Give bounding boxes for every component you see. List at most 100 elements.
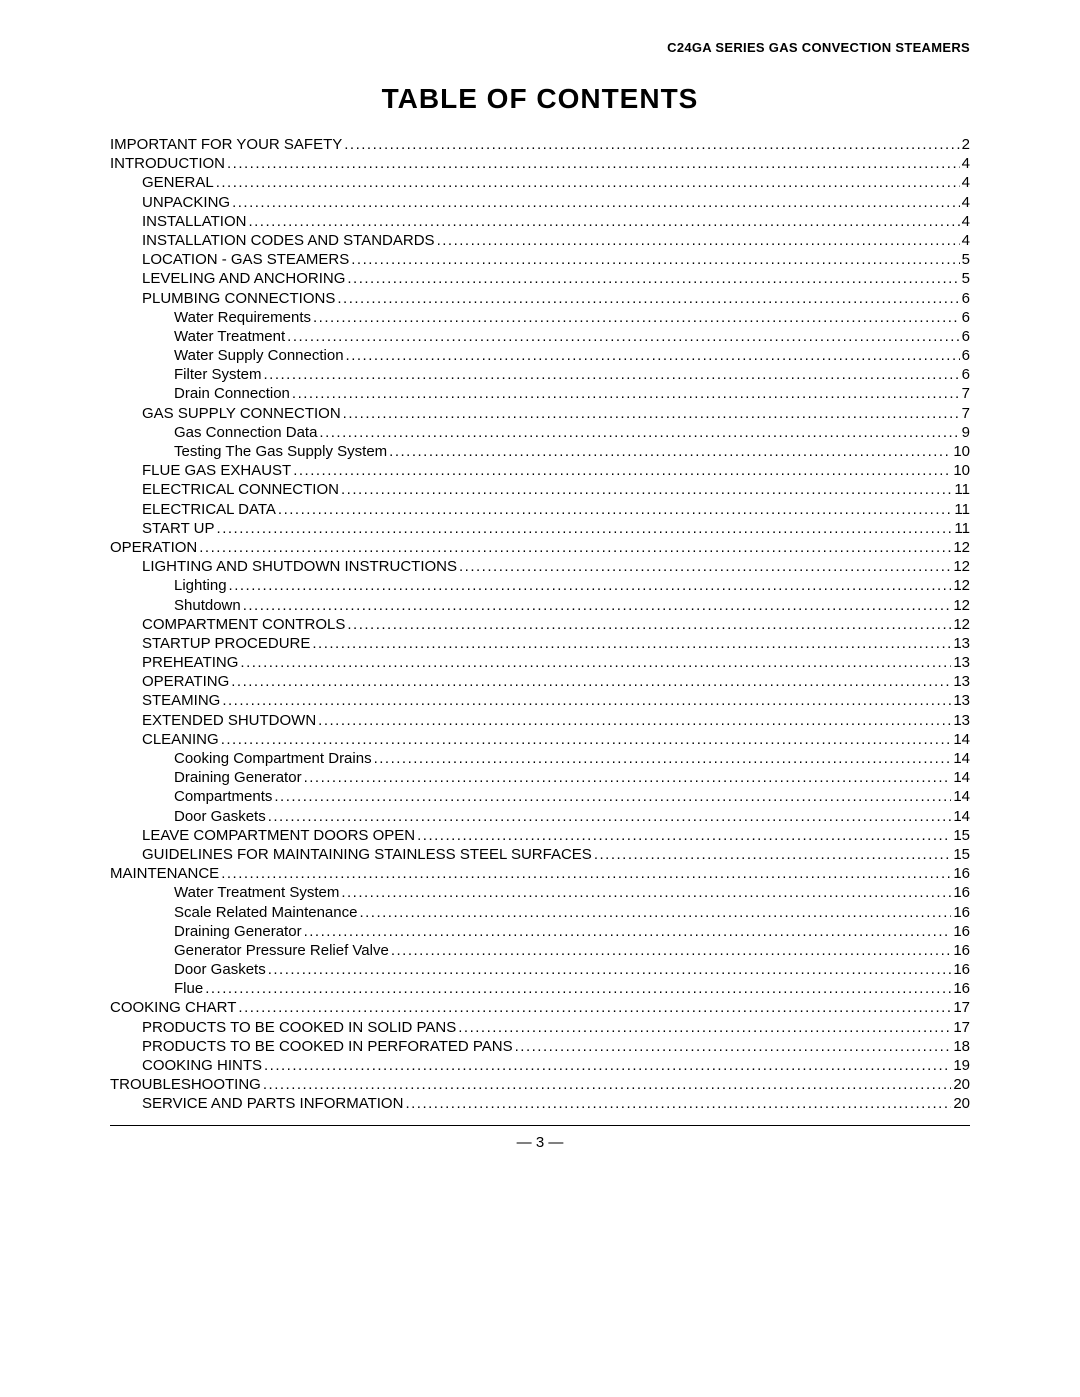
toc-leader-dots bbox=[459, 559, 951, 574]
toc-entry: Filter System 6 bbox=[110, 367, 970, 382]
toc-entry-page: 14 bbox=[953, 789, 970, 804]
toc-entry: Water Treatment 6 bbox=[110, 329, 970, 344]
toc-entry-label: Door Gaskets bbox=[174, 809, 266, 824]
toc-entry-page: 14 bbox=[953, 770, 970, 785]
toc-leader-dots bbox=[594, 847, 952, 862]
toc-entry-label: Testing The Gas Supply System bbox=[174, 444, 387, 459]
toc-entry-page: 16 bbox=[953, 981, 970, 996]
toc-entry-label: Flue bbox=[174, 981, 203, 996]
toc-entry: START UP 11 bbox=[110, 521, 970, 536]
toc-entry-page: 6 bbox=[962, 348, 970, 363]
toc-leader-dots bbox=[278, 502, 953, 517]
toc-entry: PRODUCTS TO BE COOKED IN SOLID PANS 17 bbox=[110, 1020, 970, 1035]
toc-leader-dots bbox=[374, 751, 952, 766]
toc-entry-label: COOKING CHART bbox=[110, 1000, 236, 1015]
toc-entry-page: 13 bbox=[953, 674, 970, 689]
toc-entry-label: Draining Generator bbox=[174, 924, 302, 939]
toc-leader-dots bbox=[319, 425, 959, 440]
page-number: — 3 — bbox=[0, 1134, 1080, 1151]
toc-entry-label: GENERAL bbox=[142, 175, 214, 190]
toc-entry-page: 4 bbox=[962, 195, 970, 210]
toc-leader-dots bbox=[216, 175, 960, 190]
toc-entry-page: 20 bbox=[953, 1077, 970, 1092]
toc-leader-dots bbox=[231, 674, 951, 689]
toc-entry-page: 17 bbox=[953, 1020, 970, 1035]
toc-entry-label: Water Treatment bbox=[174, 329, 285, 344]
toc-entry: GENERAL 4 bbox=[110, 175, 970, 190]
toc-leader-dots bbox=[344, 137, 959, 152]
toc-entry-page: 16 bbox=[953, 866, 970, 881]
toc-leader-dots bbox=[515, 1039, 952, 1054]
toc-entry-page: 4 bbox=[962, 175, 970, 190]
toc-leader-dots bbox=[312, 636, 951, 651]
toc-leader-dots bbox=[268, 809, 952, 824]
toc-entry: LEVELING AND ANCHORING 5 bbox=[110, 271, 970, 286]
toc-leader-dots bbox=[274, 789, 951, 804]
toc-entry-label: GAS SUPPLY CONNECTION bbox=[142, 406, 341, 421]
toc-leader-dots bbox=[268, 962, 952, 977]
toc-entry: Scale Related Maintenance 16 bbox=[110, 905, 970, 920]
toc-entry-label: TROUBLESHOOTING bbox=[110, 1077, 261, 1092]
toc-entry-label: Generator Pressure Relief Valve bbox=[174, 943, 389, 958]
toc-entry: Gas Connection Data 9 bbox=[110, 425, 970, 440]
toc-entry: COMPARTMENT CONTROLS 12 bbox=[110, 617, 970, 632]
document-header: C24GA SERIES GAS CONVECTION STEAMERS bbox=[110, 40, 970, 55]
toc-entry-page: 19 bbox=[953, 1058, 970, 1073]
toc-entry: Water Supply Connection 6 bbox=[110, 348, 970, 363]
toc-entry-page: 12 bbox=[953, 578, 970, 593]
toc-entry-label: EXTENDED SHUTDOWN bbox=[142, 713, 316, 728]
toc-leader-dots bbox=[264, 367, 960, 382]
toc-leader-dots bbox=[337, 291, 959, 306]
toc-entry-label: PRODUCTS TO BE COOKED IN SOLID PANS bbox=[142, 1020, 456, 1035]
toc-leader-dots bbox=[359, 905, 951, 920]
toc-entry-label: START UP bbox=[142, 521, 215, 536]
toc-entry-page: 16 bbox=[953, 885, 970, 900]
toc-entry: Generator Pressure Relief Valve 16 bbox=[110, 943, 970, 958]
toc-entry-page: 20 bbox=[953, 1096, 970, 1111]
toc-leader-dots bbox=[304, 770, 952, 785]
toc-entry: MAINTENANCE 16 bbox=[110, 866, 970, 881]
toc-leader-dots bbox=[347, 271, 959, 286]
toc-leader-dots bbox=[389, 444, 951, 459]
toc-entry-page: 2 bbox=[962, 137, 970, 152]
toc-leader-dots bbox=[264, 1058, 951, 1073]
toc-leader-dots bbox=[229, 578, 952, 593]
toc-entry-label: PREHEATING bbox=[142, 655, 238, 670]
toc-entry: LEAVE COMPARTMENT DOORS OPEN 15 bbox=[110, 828, 970, 843]
toc-entry: Drain Connection 7 bbox=[110, 386, 970, 401]
toc-entry-page: 18 bbox=[953, 1039, 970, 1054]
toc-entry: OPERATION 12 bbox=[110, 540, 970, 555]
toc-entry-label: OPERATION bbox=[110, 540, 197, 555]
toc-entry-page: 13 bbox=[953, 655, 970, 670]
toc-entry: Door Gaskets 14 bbox=[110, 809, 970, 824]
toc-leader-dots bbox=[243, 598, 952, 613]
toc-entry-label: STARTUP PROCEDURE bbox=[142, 636, 310, 651]
toc-entry: INSTALLATION CODES AND STANDARDS 4 bbox=[110, 233, 970, 248]
toc-entry-label: Scale Related Maintenance bbox=[174, 905, 357, 920]
footer-rule bbox=[110, 1125, 970, 1126]
toc-entry-page: 4 bbox=[962, 214, 970, 229]
page-title: TABLE OF CONTENTS bbox=[110, 83, 970, 115]
toc-leader-dots bbox=[287, 329, 960, 344]
toc-entry-label: Water Supply Connection bbox=[174, 348, 344, 363]
toc-entry-page: 10 bbox=[953, 444, 970, 459]
toc-entry-page: 7 bbox=[962, 406, 970, 421]
toc-entry-page: 12 bbox=[953, 598, 970, 613]
toc-leader-dots bbox=[313, 310, 960, 325]
toc-entry: INSTALLATION 4 bbox=[110, 214, 970, 229]
table-of-contents: IMPORTANT FOR YOUR SAFETY 2INTRODUCTION … bbox=[110, 137, 970, 1111]
toc-entry-page: 4 bbox=[962, 156, 970, 171]
toc-leader-dots bbox=[238, 1000, 951, 1015]
toc-entry: Testing The Gas Supply System 10 bbox=[110, 444, 970, 459]
toc-entry-label: FLUE GAS EXHAUST bbox=[142, 463, 291, 478]
toc-entry-page: 14 bbox=[953, 809, 970, 824]
toc-entry-label: CLEANING bbox=[142, 732, 219, 747]
toc-entry-page: 17 bbox=[953, 1000, 970, 1015]
toc-entry-page: 6 bbox=[962, 291, 970, 306]
toc-entry-label: INSTALLATION CODES AND STANDARDS bbox=[142, 233, 435, 248]
toc-entry: TROUBLESHOOTING 20 bbox=[110, 1077, 970, 1092]
toc-leader-dots bbox=[232, 195, 960, 210]
toc-entry-page: 16 bbox=[953, 962, 970, 977]
toc-entry-label: UNPACKING bbox=[142, 195, 230, 210]
toc-entry: EXTENDED SHUTDOWN 13 bbox=[110, 713, 970, 728]
